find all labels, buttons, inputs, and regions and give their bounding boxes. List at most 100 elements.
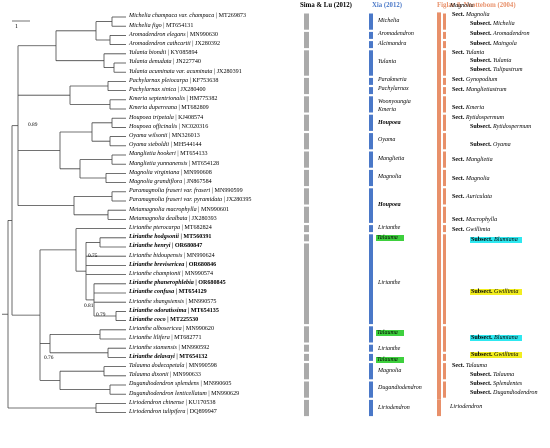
- rank-label: Subsect.: [470, 31, 492, 38]
- figlar-subbar: [443, 13, 446, 30]
- taxon-name: Oyama wilsonii: [129, 133, 168, 139]
- separator: |: [177, 123, 182, 130]
- taxon-group-name: Magnolia: [450, 2, 474, 9]
- separator: |: [222, 197, 227, 204]
- rank-label: Sect.: [452, 86, 465, 93]
- accession-number: KF753638: [192, 77, 219, 84]
- taxon-group-name: Talauma: [465, 362, 488, 369]
- sima-bar: [304, 114, 309, 131]
- sima-bar: [304, 77, 309, 95]
- taxon-label: Michelia champaca var. champaca | MT2698…: [129, 13, 246, 20]
- separator: |: [184, 363, 189, 369]
- xia-bar: [369, 87, 373, 95]
- figlar-section-label: Sect. Rytidospermum: [452, 115, 504, 121]
- taxon-name: Lirianthe bidoupensis: [129, 252, 183, 259]
- accession-number: MN990620: [185, 326, 215, 333]
- figlar-subbar: [443, 381, 446, 398]
- taxon-name: Magnolia grandiflora: [129, 179, 183, 185]
- separator: |: [185, 96, 190, 103]
- accession-number: MN990599: [214, 188, 243, 195]
- taxon-group-name: Auriculata: [465, 194, 492, 201]
- figlar-section-label: Subsect. Oyama: [470, 142, 511, 148]
- taxon-name: Yulania biondii: [129, 50, 167, 57]
- taxon-name: Kmeria duperreana: [129, 105, 178, 112]
- separator: |: [176, 344, 182, 351]
- separator: |: [214, 13, 219, 20]
- xia-bar: [369, 77, 373, 85]
- taxon-label: Paramagnolia fraseri var. pyramidata | J…: [129, 197, 251, 204]
- taxon-label: Lirianthe coco | MT225530: [129, 317, 198, 324]
- separator: |: [169, 142, 174, 149]
- taxon-group-name: Yulania: [465, 49, 485, 56]
- sima-bar: [304, 151, 309, 168]
- accession-number: JX280400: [180, 87, 206, 93]
- separator: |: [173, 114, 179, 121]
- xia-genus-label: Houpoea: [378, 201, 401, 208]
- accession-number: OR680845: [198, 280, 226, 287]
- taxon-name: Paramagnolia fraseri var. fraseri: [129, 188, 211, 195]
- figlar-subbar: [443, 96, 446, 113]
- figlar-section-label: Subsect. Blumiana: [470, 236, 522, 243]
- separator: |: [170, 243, 175, 250]
- accession-number: MT654132: [179, 353, 208, 360]
- rank-label: Subsect.: [471, 236, 493, 243]
- taxon-group-name: Macrophylla: [465, 217, 498, 224]
- figlar-subbar: [443, 50, 446, 76]
- rank-label: Subsect.: [470, 381, 492, 387]
- accession-number: MN326013: [171, 133, 200, 139]
- taxon-name: Aromadendron cathcartii: [129, 41, 191, 47]
- taxon-group-name: Magnolia: [465, 12, 490, 19]
- taxon-name: Dugandiodendron splendens: [129, 381, 200, 388]
- accession-number: MT560391: [183, 234, 212, 241]
- separator: |: [184, 399, 189, 406]
- accession-number: JX280392: [194, 41, 221, 47]
- taxon-group-name: Blumiana: [494, 335, 518, 341]
- taxon-label: Aromadendron cathcartii | JX280392: [129, 41, 220, 48]
- xia-bar: [369, 114, 373, 131]
- figlar-subbar: [443, 206, 446, 223]
- rank-label: Sect.: [452, 105, 465, 111]
- xia-genus-label: Talauma: [376, 330, 404, 337]
- taxon-group-name: Talauma: [493, 371, 515, 378]
- separator: |: [196, 206, 201, 213]
- taxon-label: Lirianthe albosericea | MN990620: [129, 326, 214, 333]
- xia-genus-label: Woonyoungia: [378, 98, 411, 105]
- accession-number: MT682809: [181, 105, 209, 112]
- taxon-group-name: Aromadendron: [493, 31, 530, 38]
- separator: |: [210, 188, 215, 195]
- taxon-group-name: Gynopodium: [465, 77, 498, 84]
- taxon-label: Kmeria duperreana | MT682809: [129, 105, 209, 112]
- taxon-label: Paramagnolia fraseri var. fraseri | MN99…: [129, 188, 243, 195]
- taxon-group-name: Splendentes: [493, 381, 523, 387]
- sima-bar: [304, 381, 309, 398]
- taxon-label: Yulania denudata | JN227740: [129, 59, 201, 66]
- figlar-section-label: Sect. Manglietia: [452, 157, 493, 163]
- taxon-label: Aromadendron elegans | MN990630: [129, 32, 218, 39]
- separator: |: [177, 105, 182, 112]
- separator: |: [212, 68, 217, 75]
- separator: |: [174, 353, 180, 360]
- xia-genus-label: Dugandiodendron: [378, 384, 422, 391]
- figlar-section-label: Sect. Macrophylla: [452, 217, 497, 223]
- accession-number: MT654133: [180, 151, 208, 158]
- taxon-group-name: Michelia: [493, 21, 515, 28]
- sima-bar: [304, 399, 309, 417]
- figlar-subbar: [443, 188, 446, 205]
- accession-number: MT654128: [191, 160, 220, 167]
- sima-bar: [304, 243, 309, 325]
- taxon-group-name: Liriodendron: [450, 404, 483, 410]
- rank-label: Sect.: [452, 217, 465, 224]
- sima-bar: [304, 50, 309, 76]
- rank-label: Sect.: [452, 49, 465, 56]
- figlar-section-label: Sect. Kmeria: [452, 105, 484, 111]
- xia-genus-label: Pachylarnax: [378, 85, 409, 92]
- figlar-section-label: Subsect. Rytidospermum: [470, 124, 531, 130]
- taxon-label: Lirianthe siamensis | MN990592: [129, 345, 209, 352]
- taxon-label: Manglietia hookeri | MT654133: [129, 151, 208, 158]
- taxon-name: Pachylarnax pleiocarpa: [129, 77, 189, 84]
- figlar-section-label: Sect. Yulania: [452, 50, 484, 56]
- taxon-name: Metamagnolia dealbata: [129, 215, 188, 222]
- separator: |: [175, 151, 181, 158]
- sima-bar: [304, 206, 309, 223]
- rank-label: Subsect.: [470, 124, 492, 131]
